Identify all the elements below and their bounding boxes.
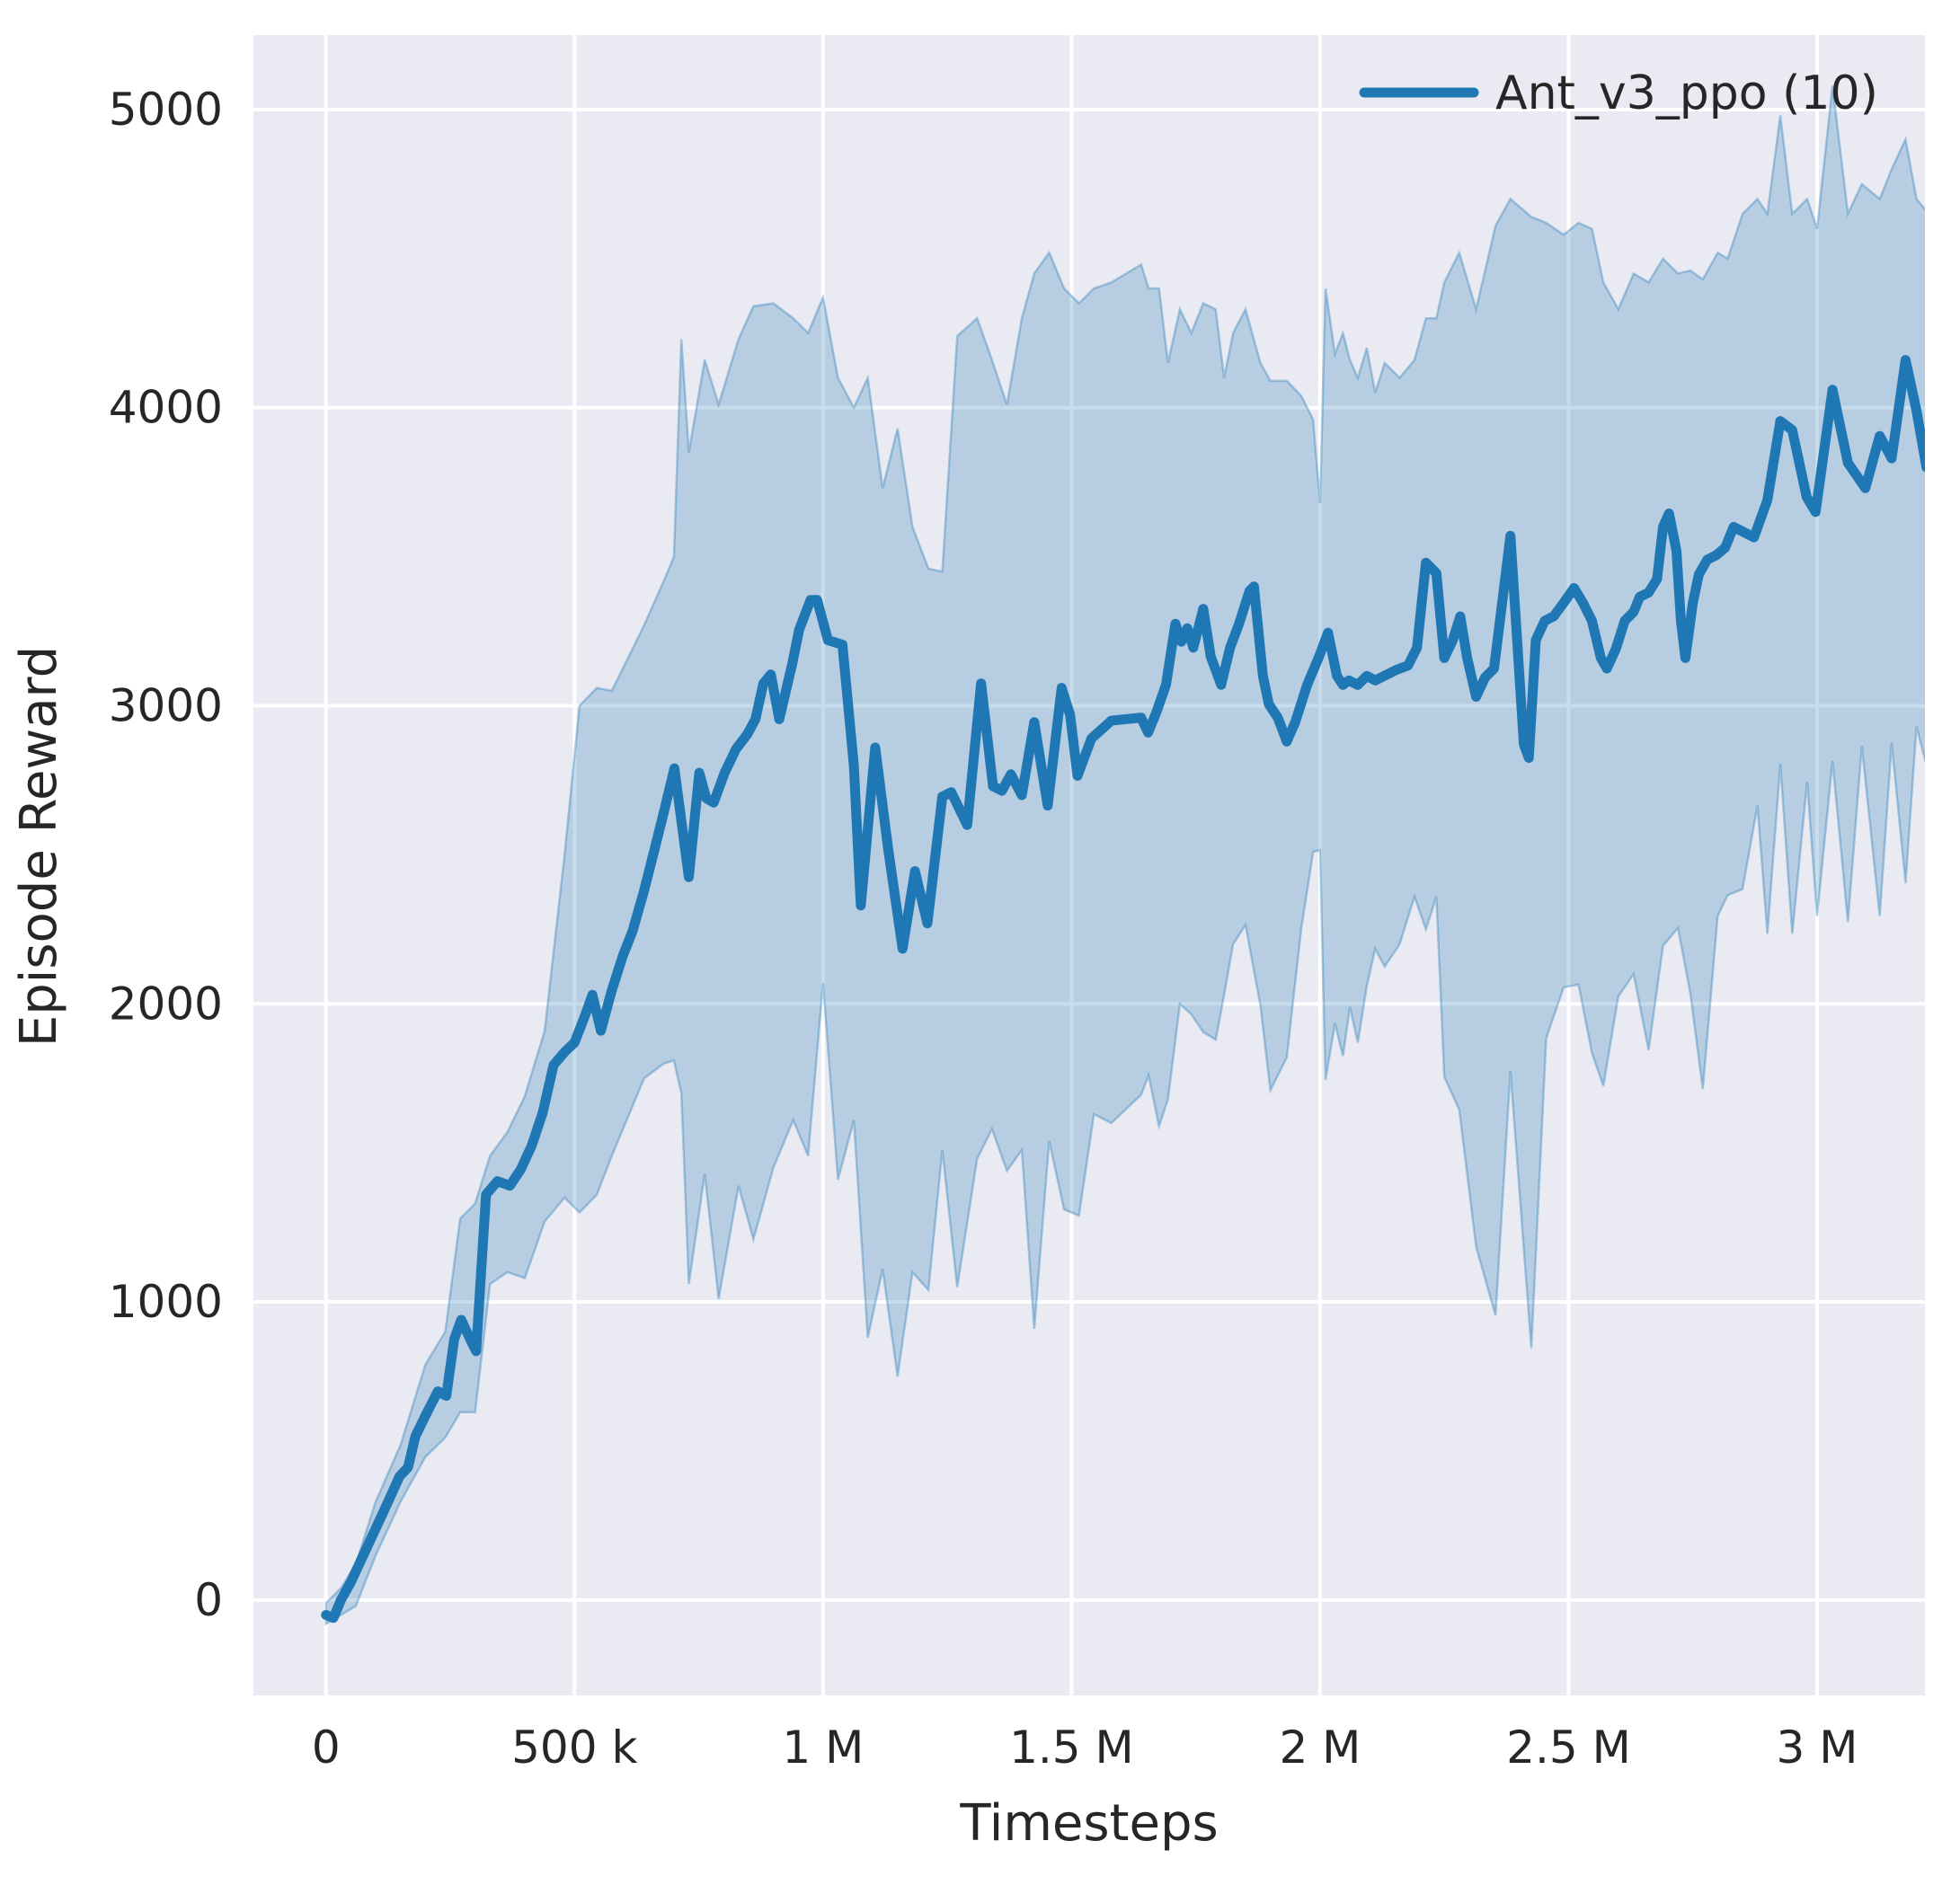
x-tick-label: 0 [312,1721,341,1774]
confidence-band [324,85,1925,1626]
y-tick-label: 5000 [109,84,223,136]
x-tick-label: 2.5 M [1506,1721,1631,1774]
x-tick-label: 1 M [782,1721,864,1774]
y-tick-label: 0 [194,1574,223,1626]
y-axis-label: Episode Reward [10,646,68,1047]
plot-area [253,35,1925,1695]
x-tick-label: 1.5 M [1009,1721,1134,1774]
legend-label: Ant_v3_ppo (10) [1495,66,1878,120]
legend: Ant_v3_ppo (10) [1359,66,1878,120]
gridlines [253,35,1925,1695]
x-tick-label: 2 M [1279,1721,1361,1774]
y-tick-label: 4000 [109,382,223,434]
x-tick-labels: 0 500 k 1 M 1.5 M 2 M 2.5 M 3 M [312,1721,1858,1774]
y-tick-labels: 0 1000 2000 3000 4000 5000 [109,84,223,1626]
x-axis-label: Timesteps [959,1794,1218,1853]
x-tick-label: 500 k [511,1721,637,1774]
std-band-polygon [324,85,1925,1626]
x-tick-label: 3 M [1777,1721,1858,1774]
mean-line [321,355,1925,1624]
y-tick-label: 3000 [109,679,223,731]
series-line [321,355,1925,1624]
y-tick-label: 2000 [109,978,223,1030]
y-tick-label: 1000 [109,1276,223,1328]
